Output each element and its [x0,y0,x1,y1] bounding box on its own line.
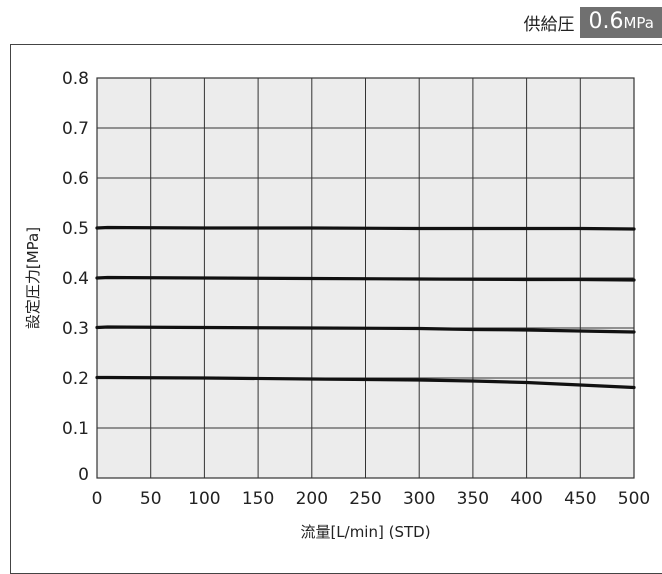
x-tick-label: 200 [296,489,328,509]
y-tick-label: 0.8 [62,69,89,89]
series-line-2 [95,275,636,282]
series-line-3 [95,325,636,334]
y-tick-label: 0.7 [62,119,89,139]
x-tick-label: 300 [403,489,435,509]
x-tick-label: 450 [564,489,596,509]
supply-pressure-label: 供給圧 [523,14,575,35]
x-tick-label: 350 [457,489,489,509]
series-line-1 [95,225,636,231]
y-tick-label: 0.2 [62,369,89,389]
supply-pressure-unit: MPa [623,13,654,32]
supply-pressure-value: 0.6 [588,8,624,34]
y-tick-label: 0.1 [62,419,89,439]
x-tick-label: 100 [188,489,220,509]
x-tick-label: 0 [92,489,103,509]
tick-labels: 0 50 100 150 200 250 300 350 400 450 500 0.1 0.2 0.3 0… [62,69,650,509]
supply-pressure-badge: 0.6MPa [580,6,662,38]
y-tick-label: 0.5 [62,219,89,239]
y-tick-label: 0.6 [62,169,89,189]
supply-pressure-header: 供給圧 0.6MPa [523,0,662,44]
series-line-4 [95,375,636,390]
x-tick-label: 250 [349,489,381,509]
series-group [95,225,636,390]
x-tick-label: 50 [140,489,162,509]
y-tick-label: 0.4 [62,269,89,289]
pressure-flow-chart: 0 50 100 150 200 250 300 350 400 450 500 0.1 0.2 0.3 0… [24,69,650,541]
x-axis-title: 流量[L/min] (STD) [300,523,430,541]
y-axis-title: 設定圧力[MPa] [24,227,42,329]
x-tick-label: 150 [242,489,274,509]
y-tick-label: 0.3 [62,319,89,339]
y-tick-label-zero: 0 [78,465,89,485]
x-tick-label: 500 [618,489,650,509]
x-tick-label: 400 [510,489,542,509]
